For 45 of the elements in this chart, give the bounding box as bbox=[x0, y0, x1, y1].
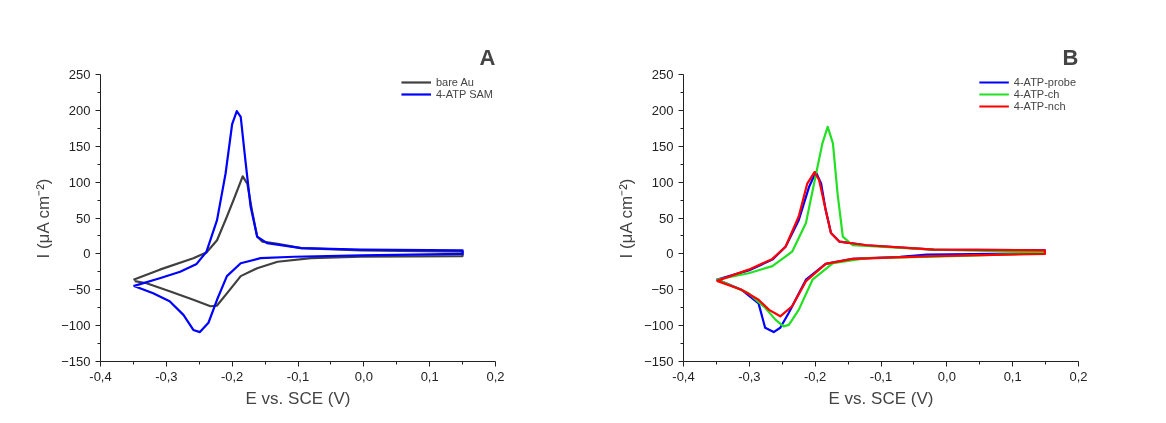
y-axis-title: I (μA cm⁻²) bbox=[617, 178, 637, 259]
x-tick-label: -0,2 bbox=[803, 368, 827, 384]
y-tick-label: −100 bbox=[61, 318, 91, 334]
y-tick-label: −50 bbox=[68, 282, 91, 298]
x-tick-label: -0,1 bbox=[286, 368, 310, 384]
legend-label: 4-ATP-nch bbox=[1013, 100, 1066, 112]
y-tick-label: 200 bbox=[68, 102, 91, 118]
y-tick-label: 250 bbox=[651, 67, 674, 82]
y-tick-label: 200 bbox=[651, 102, 674, 118]
x-tick-label: 0,0 bbox=[937, 368, 956, 384]
y-tick-label: 150 bbox=[68, 138, 91, 154]
x-axis-title: E vs. SCE (V) bbox=[828, 388, 934, 408]
chart-title: B bbox=[1062, 44, 1079, 70]
line-series bbox=[132, 175, 464, 308]
legend-label: 4-ATP-probe bbox=[1013, 76, 1076, 88]
legend-label: bare Au bbox=[435, 76, 474, 88]
y-axis-title: I (μA cm⁻²) bbox=[34, 178, 54, 259]
x-tick-label: 0,2 bbox=[486, 368, 505, 384]
x-axis-title: E vs. SCE (V) bbox=[245, 388, 351, 408]
x-tick-label: 0,0 bbox=[354, 368, 373, 384]
y-tick-label: −100 bbox=[644, 318, 674, 334]
chart-title: A bbox=[479, 44, 496, 70]
y-tick-label: 50 bbox=[659, 210, 674, 226]
y-tick-label: −150 bbox=[61, 354, 91, 369]
x-tick-label: -0,1 bbox=[869, 368, 893, 384]
y-tick-label: 0 bbox=[83, 246, 91, 262]
x-tick-label: -0,4 bbox=[89, 368, 112, 384]
x-tick-label: 0,2 bbox=[1069, 368, 1088, 384]
x-tick-label: -0,3 bbox=[155, 368, 178, 384]
y-tick-label: 50 bbox=[76, 210, 91, 226]
x-tick-label: -0,2 bbox=[220, 368, 244, 384]
x-tick-label: 0,1 bbox=[420, 368, 439, 384]
line-series bbox=[132, 109, 464, 334]
x-tick-label: -0,3 bbox=[738, 368, 761, 384]
y-tick-label: 0 bbox=[666, 246, 674, 262]
y-tick-label: 100 bbox=[68, 174, 91, 190]
x-tick-label: -0,4 bbox=[672, 368, 695, 384]
y-tick-label: −50 bbox=[651, 282, 674, 298]
y-tick-label: 100 bbox=[651, 174, 674, 190]
legend-label: 4-ATP-ch bbox=[1013, 88, 1060, 100]
legend-label: 4-ATP SAM bbox=[435, 88, 493, 100]
y-tick-label: 250 bbox=[68, 67, 91, 82]
y-tick-label: −150 bbox=[644, 354, 674, 369]
x-tick-label: 0,1 bbox=[1003, 368, 1022, 384]
y-tick-label: 150 bbox=[651, 138, 674, 154]
